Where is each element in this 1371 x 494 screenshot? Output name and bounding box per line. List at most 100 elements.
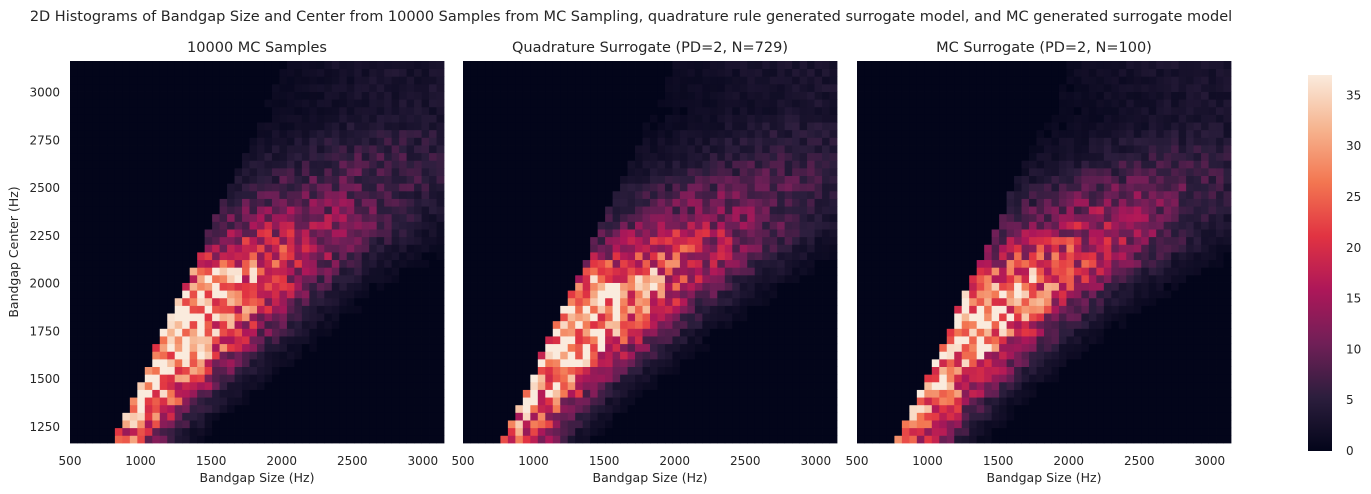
heatmap-cell [724, 435, 733, 444]
heatmap-cell [70, 252, 78, 261]
heatmap-cell [552, 336, 561, 345]
heatmap-cell [552, 236, 561, 245]
heatmap-cell [264, 366, 273, 375]
heatmap-cell [264, 68, 273, 77]
heatmap-cell [77, 412, 86, 421]
heatmap-cell [77, 167, 86, 176]
heatmap-cell [769, 175, 778, 184]
heatmap-cell [724, 404, 733, 413]
heatmap-cell [582, 290, 591, 299]
heatmap-cell [590, 91, 599, 100]
heatmap-cell [769, 290, 778, 299]
heatmap-cell [122, 213, 131, 222]
heatmap-cell [114, 167, 123, 176]
heatmap-cell [567, 129, 576, 138]
heatmap-cell [264, 328, 273, 337]
heatmap-cell [264, 244, 273, 253]
heatmap-cell [769, 213, 778, 222]
heatmap-cell [257, 198, 265, 207]
heatmap-cell [249, 328, 258, 337]
heatmap-cell [399, 252, 407, 261]
heatmap-cell [354, 351, 363, 360]
heatmap-cell [107, 99, 116, 108]
heatmap-cell [732, 244, 741, 253]
heatmap-cell [324, 366, 333, 375]
heatmap-cell [492, 244, 501, 253]
heatmap-cell [421, 381, 430, 390]
heatmap-cell [672, 91, 681, 100]
heatmap-cell [477, 76, 486, 85]
heatmap-cell [436, 145, 445, 154]
heatmap-cell [391, 297, 400, 306]
heatmap-cell [122, 122, 131, 131]
heatmap-cell [762, 274, 771, 283]
heatmap-cell [627, 91, 636, 100]
heatmap-cell [545, 297, 554, 306]
heatmap-cell [339, 213, 348, 222]
heatmap-cell [197, 252, 206, 261]
heatmap-cell [189, 91, 198, 100]
heatmap-cell [552, 99, 561, 108]
heatmap-cell [429, 190, 437, 199]
heatmap-cell [361, 175, 370, 184]
heatmap-cell [70, 313, 78, 322]
heatmap-cell [792, 114, 800, 123]
heatmap-cell [77, 420, 86, 429]
heatmap-cell [301, 435, 310, 444]
heatmap-cell [620, 229, 628, 238]
heatmap-cell [530, 68, 539, 77]
heatmap-cell [339, 297, 348, 306]
heatmap-cell [70, 61, 78, 70]
heatmap-cell [144, 259, 153, 268]
heatmap-cell [597, 229, 606, 238]
heatmap-cell [182, 435, 191, 444]
heatmap-cell [301, 297, 310, 306]
heatmap-cell [234, 106, 243, 115]
heatmap-cell [784, 229, 793, 238]
heatmap-cell [137, 320, 146, 329]
heatmap-cell [507, 374, 516, 383]
heatmap-cell [99, 374, 108, 383]
heatmap-cell [500, 328, 509, 337]
heatmap-cell [174, 236, 183, 245]
heatmap-cell [522, 328, 531, 337]
heatmap-cell [552, 137, 561, 146]
heatmap-cell [784, 343, 793, 352]
heatmap-cell [754, 221, 763, 230]
heatmap-cell [769, 114, 778, 123]
heatmap-cell [769, 412, 778, 421]
heatmap-cell [582, 213, 591, 222]
heatmap-cell [582, 267, 591, 276]
heatmap-cell [642, 358, 651, 367]
heatmap-cell [732, 183, 741, 192]
heatmap-cell [777, 106, 786, 115]
heatmap-cell [114, 320, 123, 329]
heatmap-cell [657, 236, 666, 245]
heatmap-cell [822, 236, 830, 245]
heatmap-cell [829, 358, 838, 367]
heatmap-cell [331, 122, 340, 131]
heatmap-cell [762, 106, 771, 115]
heatmap-cell [762, 152, 771, 161]
heatmap-cell [732, 336, 741, 345]
heatmap-cell [612, 68, 621, 77]
heatmap-cell [605, 252, 613, 261]
heatmap-cell [829, 129, 838, 138]
heatmap-cell [159, 99, 168, 108]
heatmap-cell [694, 229, 703, 238]
heatmap-cell [724, 320, 733, 329]
heatmap-cell [339, 114, 348, 123]
heatmap-cell [627, 167, 636, 176]
heatmap-cell [436, 114, 445, 123]
heatmap-cell [754, 305, 763, 314]
heatmap-cell [560, 183, 569, 192]
heatmap-cell [219, 190, 228, 199]
heatmap-cell [732, 160, 741, 169]
heatmap-cell [414, 145, 422, 154]
heatmap-cell [470, 236, 479, 245]
heatmap-cell [515, 198, 524, 207]
heatmap-cell [391, 99, 400, 108]
heatmap-cell [84, 389, 93, 398]
heatmap-cell [605, 420, 613, 429]
heatmap-cell [507, 252, 516, 261]
